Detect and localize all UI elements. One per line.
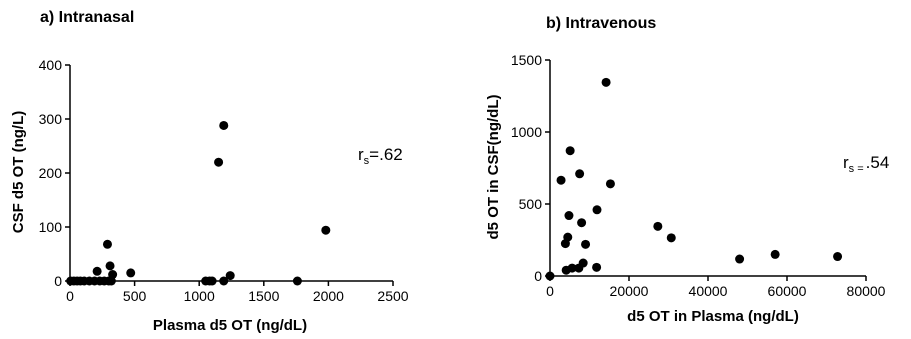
panel-a-y-tick-label: 100 xyxy=(39,219,63,235)
panel-b-data-point xyxy=(770,249,780,259)
panel-b-data-point xyxy=(601,77,611,87)
panel-b-title: b) Intravenous xyxy=(546,15,656,32)
panel-a-y-tick-label: 200 xyxy=(39,165,63,181)
panel-b-data-point xyxy=(666,233,676,243)
panel-b-data-point xyxy=(565,146,575,156)
panel-a-data-point xyxy=(321,225,331,235)
panel-b-data-point xyxy=(605,179,615,189)
panel-a-data-point xyxy=(219,276,229,286)
panel-b-data-point xyxy=(577,218,587,228)
panel-a-points xyxy=(66,120,331,286)
panel-b-x-axis-label: d5 OT in Plasma (ng/dL) xyxy=(627,308,799,325)
panel-a-x-tick-label: 1500 xyxy=(248,288,279,304)
panel-b-data-point xyxy=(563,232,573,242)
panel-b-data-point xyxy=(833,252,843,262)
panel-a-data-point xyxy=(105,261,115,271)
panel-a-data-point xyxy=(102,239,112,249)
panel-b-data-point xyxy=(578,258,588,268)
panel-a-data-point xyxy=(225,271,235,281)
panel-b-x-tick-label: 80000 xyxy=(847,283,886,299)
panel-a-data-point xyxy=(214,157,224,167)
panel-a-x-tick-label: 2500 xyxy=(377,288,408,304)
panel-b-y-tick-label: 0 xyxy=(534,268,542,284)
panel-a-x-tick-label: 1000 xyxy=(184,288,215,304)
panel-a-axes: 0 500 1000 1500 2000 2500 0 100 200 300 400 xyxy=(39,57,409,304)
panel-a-data-point xyxy=(292,276,302,286)
panel-a-correlation-symbol: r xyxy=(358,145,364,164)
panel-b-correlation-symbol: r xyxy=(843,153,849,172)
panel-b-data-point xyxy=(592,262,602,272)
panel-b-points xyxy=(545,77,843,281)
panel-b-data-point xyxy=(592,205,602,215)
panel-a-data-point xyxy=(126,268,136,278)
panel-a-y-axis-label: CSF d5 OT (ng/L) xyxy=(10,111,27,233)
panel-b-y-tick-label: 1000 xyxy=(511,124,542,140)
panel-b-x-tick-label: 0 xyxy=(546,283,554,299)
panel-b-correlation: rs = .54 xyxy=(843,153,889,175)
panel-a-y-tick-label: 0 xyxy=(54,273,62,289)
panel-a-data-point xyxy=(108,270,118,280)
panel-b-y-tick-label: 500 xyxy=(519,196,543,212)
panel-b-data-point xyxy=(735,254,745,264)
panel-a: a) Intranasal Plasma d5 OT (ng/dL) CSF d… xyxy=(10,9,409,334)
panel-a-y-tick-label: 400 xyxy=(39,57,63,73)
panel-b-correlation-subscript: s = xyxy=(849,163,864,175)
panel-a-correlation-value: =.62 xyxy=(369,145,403,164)
panel-b-data-point xyxy=(567,263,577,273)
panel-a-data-point xyxy=(219,120,229,130)
panel-b-x-tick-label: 40000 xyxy=(689,283,728,299)
panel-b-correlation-value: .54 xyxy=(866,153,890,172)
panel-b-data-point xyxy=(545,271,555,281)
panel-a-data-point xyxy=(92,266,102,276)
panel-a-x-axis-label: Plasma d5 OT (ng/dL) xyxy=(153,317,307,334)
panel-a-y-tick-label: 300 xyxy=(39,111,63,127)
panel-a-title: a) Intranasal xyxy=(40,9,134,26)
panel-a-x-tick-label: 500 xyxy=(123,288,147,304)
panel-b-y-tick-label: 1500 xyxy=(511,52,542,68)
panel-b-data-point xyxy=(564,211,574,221)
panel-b-x-tick-label: 60000 xyxy=(768,283,807,299)
panel-b-data-point xyxy=(556,175,566,185)
panel-b: b) Intravenous d5 OT in Plasma (ng/dL) d… xyxy=(485,15,889,325)
panel-a-data-point xyxy=(207,276,217,286)
panel-b-axes: 0 20000 40000 60000 80000 0 500 1000 1500 xyxy=(511,52,886,299)
panel-a-x-tick-label: 2000 xyxy=(313,288,344,304)
panel-a-correlation: rs=.62 xyxy=(358,145,403,167)
panel-b-data-point xyxy=(581,239,591,249)
panel-b-data-point xyxy=(575,169,585,179)
panel-b-y-axis-label: d5 OT in CSF(ng/dL) xyxy=(485,95,502,240)
panel-b-data-point xyxy=(653,221,663,231)
panel-b-x-tick-label: 20000 xyxy=(610,283,649,299)
panel-a-x-tick-label: 0 xyxy=(66,288,74,304)
panel-a-correlation-subscript: s xyxy=(364,155,370,167)
